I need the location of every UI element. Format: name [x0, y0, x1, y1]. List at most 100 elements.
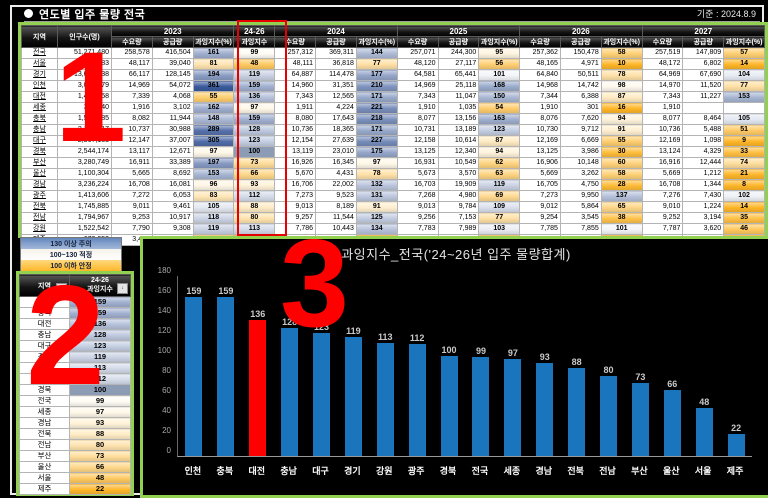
value-cell: 7,268 [396, 190, 439, 202]
annotation-number-2: 2 [26, 256, 105, 415]
region-link[interactable]: 경북 [33, 148, 46, 155]
bar-slot: 136 [242, 276, 274, 456]
index-cell: 10 [600, 58, 643, 70]
value-cell: 16,345 [315, 157, 357, 169]
value-cell: 3,570 [437, 168, 480, 180]
index-cell: 153 [192, 168, 235, 180]
value-cell: 4,750 [559, 179, 602, 191]
rank-row: 인천 159 [19, 296, 131, 308]
rank-region-cell: 울산 [19, 461, 70, 473]
value-cell: 4,431 [315, 168, 357, 180]
index-cell: 33 [723, 146, 765, 158]
region-link[interactable]: 강원 [33, 225, 46, 232]
rank-index-cell: 73 [69, 450, 131, 462]
region-cell: 충북 [21, 113, 58, 125]
value-cell: 9,254 [519, 212, 561, 224]
col-supply: 공급량 [437, 36, 480, 48]
region-link[interactable]: 전북 [33, 203, 46, 210]
value-cell: 5,864 [559, 201, 602, 213]
index-cell: 101 [478, 69, 521, 81]
region-link[interactable]: 부산 [33, 159, 46, 166]
index-cell: 361 [192, 80, 235, 92]
value-cell: 19,909 [437, 179, 480, 191]
region-link[interactable]: 서울 [33, 60, 46, 67]
bar-slot: 123 [306, 276, 338, 456]
rank-index-cell: 113 [69, 362, 131, 374]
rank-index-cell: 136 [69, 318, 131, 330]
region-link[interactable]: 세종 [33, 104, 46, 111]
value-cell: 65,441 [437, 69, 480, 81]
index-cell: 97 [192, 146, 235, 158]
col-demand: 수요량 [519, 36, 561, 48]
bar-충남 [281, 328, 299, 456]
index-cell: 14 [723, 58, 765, 70]
value-cell: 14,970 [641, 80, 684, 92]
rank-row: 울산 66 [19, 461, 131, 473]
region-link[interactable]: 인천 [33, 82, 46, 89]
rank-row: 충북 159 [19, 307, 131, 319]
bar-경남 [536, 363, 554, 456]
bar-value-label: 123 [313, 322, 330, 332]
index-cell: 81 [192, 58, 235, 70]
bar-slot: 48 [688, 276, 720, 456]
bar-강원 [376, 343, 394, 456]
table-row: 전국 51,271,480 258,578 416,504 161 99 257,312 36… [21, 47, 765, 59]
y-tick-label: 100 [157, 346, 171, 355]
col-index: 과잉지수(%) [723, 36, 765, 48]
bar-slot: 112 [401, 276, 433, 456]
x-tick-label: 광주 [407, 466, 425, 476]
value-cell: 3,986 [559, 146, 602, 158]
value-cell: 67,690 [682, 69, 725, 81]
value-cell: 23,010 [315, 146, 357, 158]
region-link[interactable]: 충남 [33, 126, 46, 133]
bar-value-label: 48 [699, 397, 710, 407]
bar-slot: 22 [720, 276, 752, 456]
region-cell: 대전 [21, 91, 58, 103]
index-cell: 163 [478, 113, 521, 125]
value-cell: 7,785 [519, 223, 561, 235]
value-cell: 1,098 [682, 135, 725, 147]
rank-col-region: 지역 ▼ [19, 274, 70, 297]
index-cell: 144 [355, 47, 398, 59]
region-link[interactable]: 대구 [33, 137, 46, 144]
index-cell: 94 [478, 146, 521, 158]
value-cell: 64,840 [519, 69, 561, 81]
value-cell: 7,343 [641, 91, 684, 103]
value-cell: 258,578 [111, 47, 153, 59]
region-link[interactable]: 전국 [33, 49, 46, 56]
value-cell: 14,742 [559, 80, 602, 92]
index-cell: 97 [355, 157, 398, 169]
value-cell: 1,794,967 [57, 212, 112, 224]
x-tick-label: 경기 [344, 466, 361, 476]
col-region: 지역 [21, 25, 58, 48]
value-cell: 257,362 [519, 47, 561, 59]
table-row: 인천 3,001,079 14,969 54,072 361 159 14,960 31,35… [21, 80, 765, 92]
main-table: 지역 인구수(명) 2023 24-26 2024 2025 2026 2027… [21, 25, 766, 246]
value-cell: 5,488 [682, 124, 725, 136]
region-link[interactable]: 경기 [33, 71, 46, 78]
value-cell: 39,040 [151, 58, 194, 70]
index-cell: 58 [600, 47, 643, 59]
rank-col-region-label: 지역 [38, 282, 51, 290]
value-cell: 7,430 [682, 190, 725, 202]
value-cell: 8,077 [641, 113, 684, 125]
region-link[interactable]: 대전 [33, 93, 46, 100]
region-link[interactable]: 울산 [33, 170, 46, 177]
value-cell: 11,520 [682, 80, 725, 92]
dropdown-filter-icon[interactable]: ▼ [56, 283, 67, 294]
region-link[interactable]: 전남 [33, 214, 46, 221]
sort-filter-icon[interactable]: ↓ [117, 283, 128, 294]
value-cell: 5,665 [111, 168, 153, 180]
x-tick-label: 충북 [216, 466, 234, 476]
col-supply: 공급량 [315, 36, 357, 48]
region-link[interactable]: 경남 [33, 181, 46, 188]
chart-y-axis: 0 20 40 60 80 100 120 140 160 180 [145, 239, 171, 489]
overindex-chart-panel: 과잉지수_전국('24~26년 입주 물량합계) 0 20 40 60 80 100 120… [140, 236, 768, 498]
x-tick-label: 세종 [503, 466, 521, 476]
region-link[interactable]: 충북 [33, 115, 46, 122]
region-link[interactable]: 광주 [33, 192, 46, 199]
rank-region-cell: 전남 [19, 439, 70, 451]
index-cell: 305 [192, 135, 235, 147]
legend-item: 100 이하 안정 [21, 260, 121, 271]
index-cell: 123 [478, 124, 521, 136]
